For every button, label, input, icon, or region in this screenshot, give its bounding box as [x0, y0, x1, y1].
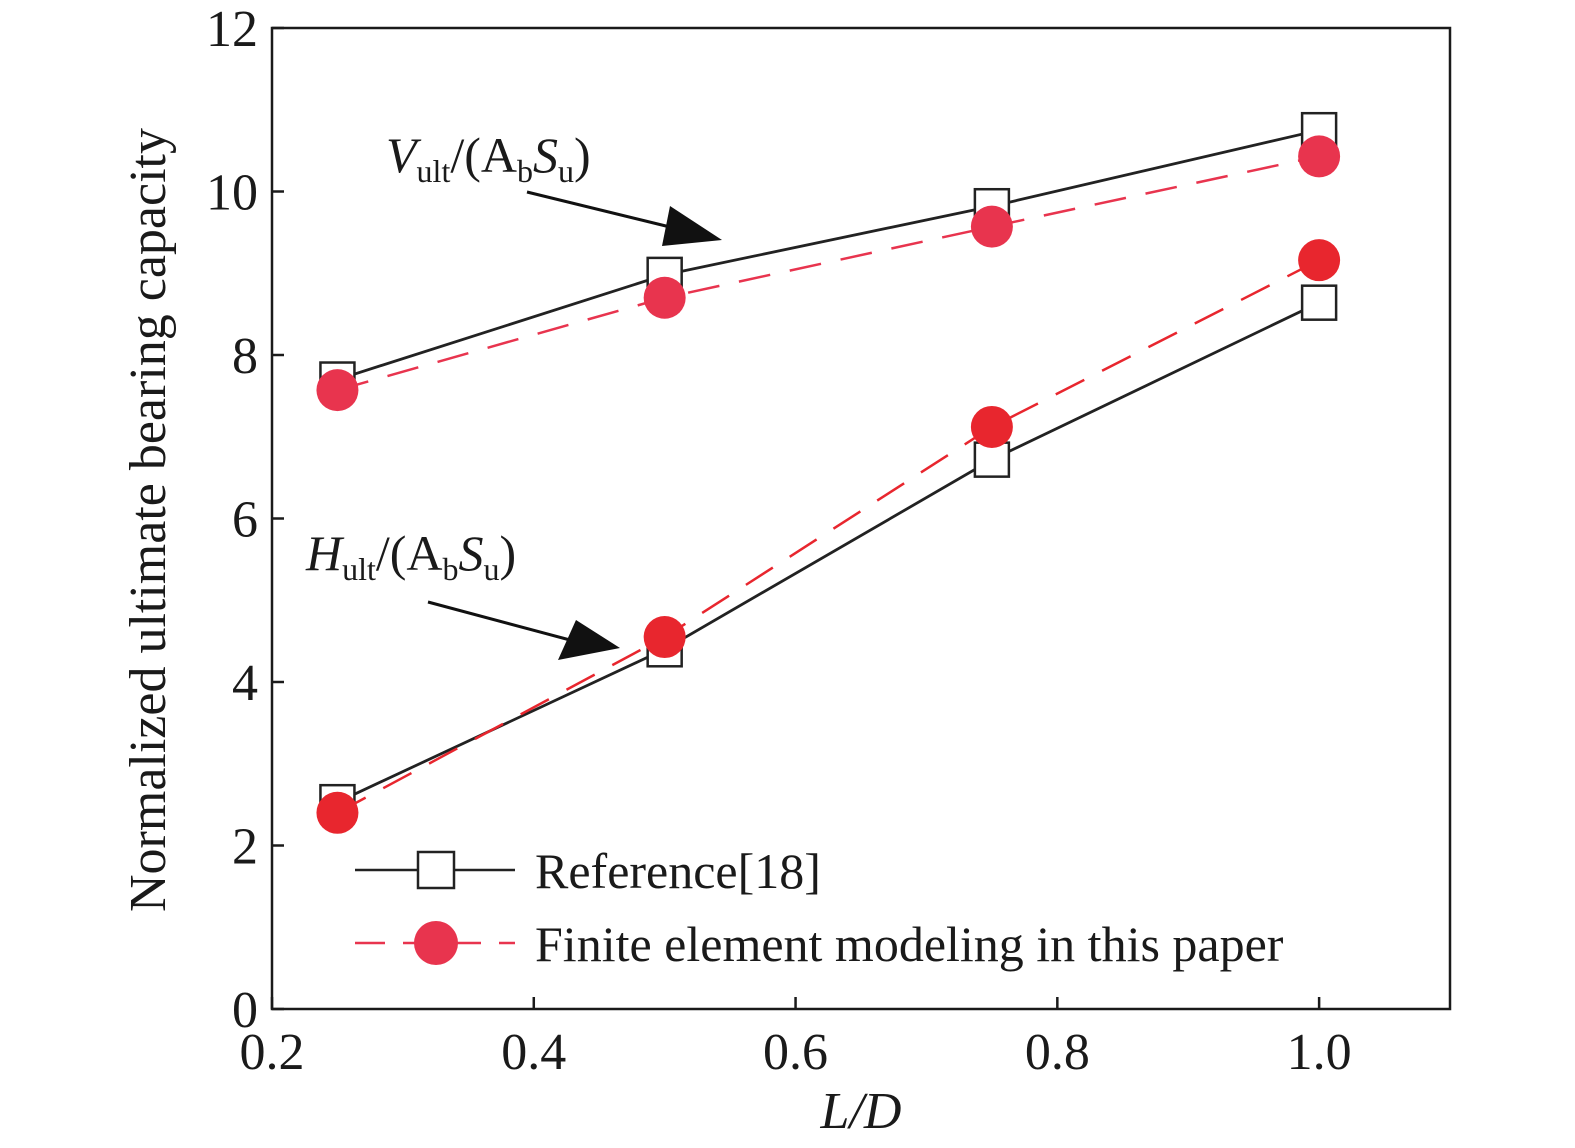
y-tick-label: 6	[232, 492, 258, 549]
annotation-h-arrow-shaft	[427, 600, 571, 642]
y-tick-label: 10	[206, 165, 258, 222]
series-line-v-fem	[337, 155, 1320, 392]
data-point-fem	[970, 405, 1013, 448]
y-tick-label: 4	[232, 655, 258, 712]
y-tick-label: 12	[206, 1, 258, 58]
y-tick-label: 0	[232, 982, 258, 1039]
axis-layer: 0.2 0.4 0.6 0.8 1.0 0 2 4 6 8 10 12	[206, 1, 1352, 1081]
data-point-fem	[316, 791, 359, 834]
x-tick-label: 1.0	[1287, 1024, 1352, 1081]
data-point-reference	[973, 441, 1011, 478]
x-tick-label: 0.8	[1025, 1024, 1090, 1081]
annotation-v-label: Vult/(AbSu)	[386, 127, 591, 189]
y-axis-label: Normalized ultimate bearing capacity	[120, 128, 177, 912]
series-line-h-fem	[336, 259, 1320, 814]
data-point-fem	[316, 369, 359, 412]
data-point-reference	[1300, 284, 1338, 321]
series-line-v-reference	[337, 128, 1320, 381]
data-point-fem	[643, 276, 686, 319]
data-point-fem	[643, 616, 686, 659]
data-point-fem	[970, 205, 1013, 248]
annotation-h-arrow-head	[558, 620, 620, 660]
x-tick-label: 0.2	[240, 1024, 305, 1081]
annotation-h-label: Hult/(AbSu)	[305, 525, 516, 587]
series-layer	[316, 111, 1341, 834]
x-tick-label: 0.6	[763, 1024, 828, 1081]
legend: Reference[18] Finite element modeling in…	[355, 843, 1284, 972]
legend-fem-label: Finite element modeling in this paper	[535, 916, 1284, 972]
annotation-v-arrow-head	[662, 206, 722, 246]
legend-reference-marker	[416, 850, 456, 890]
x-tick-label: 0.4	[501, 1024, 566, 1081]
y-tick-label: 8	[232, 328, 258, 385]
annotation-v-arrow-shaft	[526, 190, 671, 229]
x-axis-label: L/D	[820, 1083, 902, 1140]
legend-reference-label: Reference[18]	[535, 843, 821, 899]
data-point-fem	[1298, 135, 1341, 178]
data-point-fem	[1298, 239, 1341, 282]
y-tick-label: 2	[232, 819, 258, 876]
legend-fem-marker	[414, 921, 458, 965]
